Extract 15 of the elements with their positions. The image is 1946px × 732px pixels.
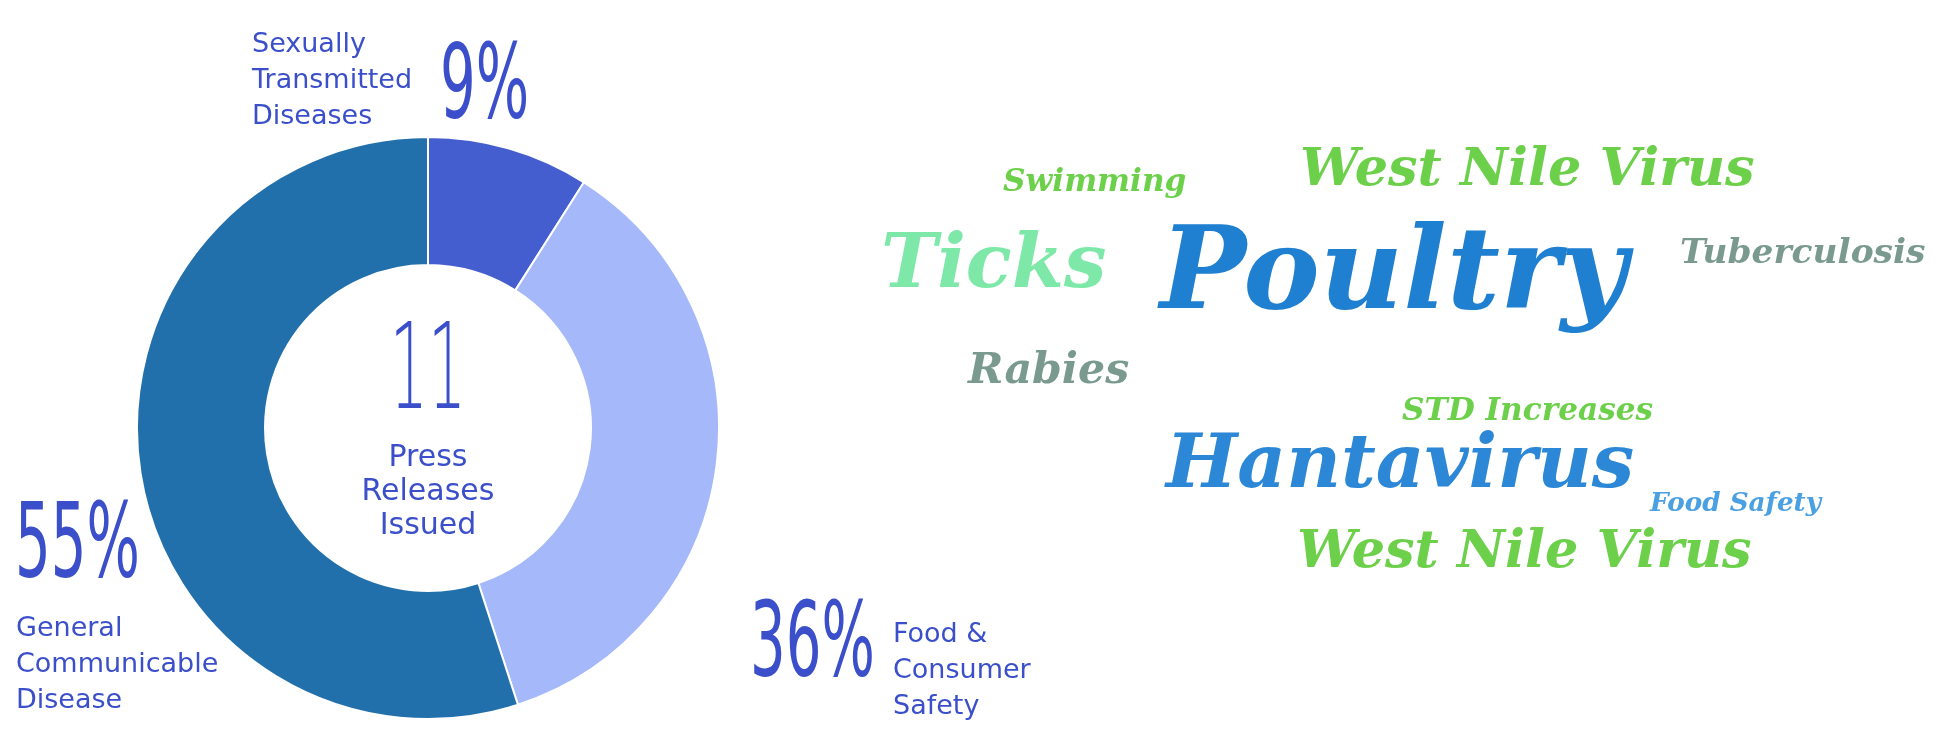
text: Press Releases Issued xyxy=(361,438,495,541)
data-label: 36% xyxy=(750,578,875,701)
text: Tuberculosis xyxy=(1680,231,1926,271)
slice-label: General Communicable Disease xyxy=(16,611,219,714)
data-label: 9% xyxy=(440,20,530,143)
slice-label: Sexually Transmitted Diseases xyxy=(251,27,413,130)
slice-label: Food & Consumer Safety xyxy=(893,617,1032,720)
data-label: 55% xyxy=(15,479,140,602)
text: 11 xyxy=(389,296,467,436)
text: Rabies xyxy=(968,343,1130,393)
text: West Nile Virus xyxy=(1297,518,1752,579)
text: Food Safety xyxy=(1650,486,1821,517)
text: Ticks xyxy=(881,216,1107,305)
text: West Nile Virus xyxy=(1300,136,1755,197)
text: Swimming xyxy=(1003,162,1187,198)
